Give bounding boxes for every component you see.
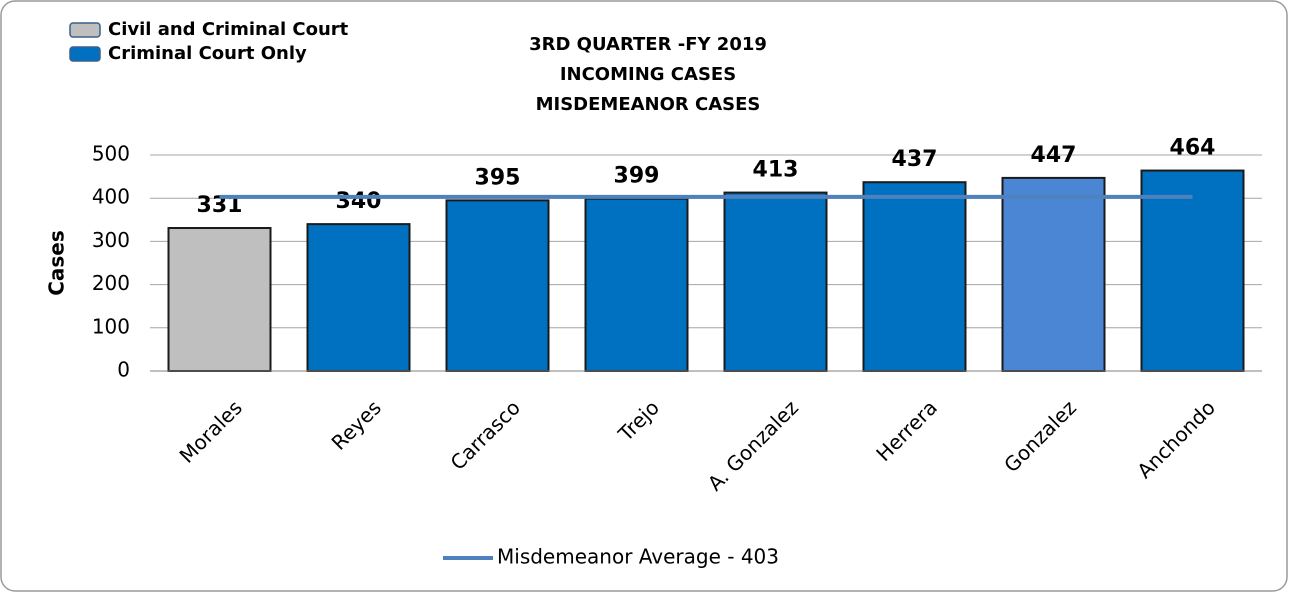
data-label: 399	[614, 164, 660, 189]
y-axis-label: Cases	[45, 230, 69, 296]
y-tick-label: 100	[92, 314, 130, 338]
bar	[1140, 169, 1245, 372]
chart-title: INCOMING CASES	[560, 64, 736, 85]
y-tick-label: 0	[117, 358, 130, 382]
bar	[306, 223, 411, 372]
data-label: 437	[892, 147, 938, 172]
data-label: 447	[1031, 143, 1077, 168]
y-tick-label: 500	[92, 142, 130, 166]
bar	[1001, 176, 1106, 372]
y-tick-label: 300	[92, 228, 130, 252]
legend-label: Misdemeanor Average - 403	[497, 545, 779, 569]
y-tick-label: 200	[92, 271, 130, 295]
legend-label: Criminal Court Only	[108, 43, 307, 64]
bar	[723, 191, 828, 372]
legend-label: Civil and Criminal Court	[108, 19, 349, 40]
chart-title: MISDEMEANOR CASES	[536, 94, 761, 115]
data-label: 413	[753, 158, 799, 183]
y-tick-label: 400	[92, 185, 130, 209]
bar	[445, 199, 550, 372]
bar	[167, 227, 272, 372]
chart-title: 3RD QUARTER -FY 2019	[529, 34, 767, 55]
legend-swatch	[69, 46, 101, 62]
bar	[862, 181, 967, 372]
data-label: 340	[336, 189, 382, 214]
bar	[584, 197, 689, 372]
legend-swatch	[69, 22, 101, 38]
data-label: 395	[475, 165, 521, 190]
data-label: 464	[1170, 136, 1216, 161]
